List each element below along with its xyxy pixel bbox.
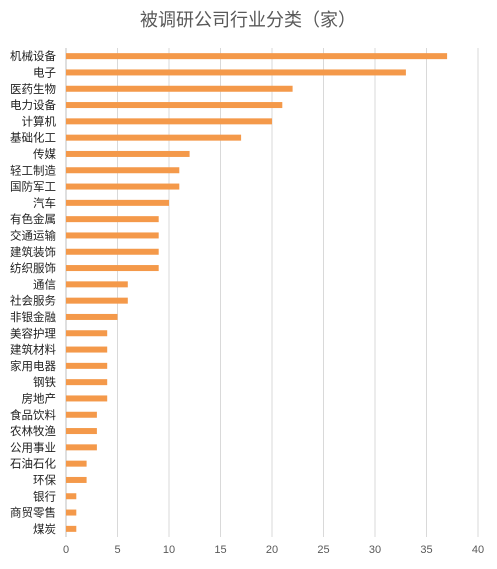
x-tick-label: 20 [266, 544, 278, 556]
x-tick-label: 35 [420, 544, 432, 556]
category-label: 房地产 [22, 391, 57, 405]
category-label: 非银金融 [10, 310, 56, 324]
category-label: 交通运输 [10, 228, 56, 242]
category-label: 钢铁 [33, 375, 56, 389]
bar [66, 134, 242, 141]
bar [66, 509, 77, 516]
grid-lines [65, 48, 479, 537]
category-label: 通信 [33, 277, 56, 291]
category-label: 公用事业 [10, 440, 56, 454]
category-label: 基础化工 [10, 131, 56, 145]
bar [66, 199, 169, 206]
bar [66, 444, 97, 451]
bar [66, 102, 283, 109]
bar [66, 248, 159, 255]
bar [66, 265, 159, 272]
category-label: 家用电器 [10, 359, 56, 373]
bar [66, 428, 97, 435]
bar [66, 281, 128, 288]
category-label: 有色金属 [10, 212, 56, 226]
bar [66, 232, 159, 239]
bar [66, 69, 406, 76]
x-tick-label: 10 [163, 544, 175, 556]
category-label: 银行 [33, 489, 56, 503]
category-label: 国防军工 [10, 180, 56, 194]
bar [66, 460, 87, 467]
category-label: 食品饮料 [10, 408, 56, 422]
x-tick-label: 15 [214, 544, 226, 556]
bar [66, 150, 190, 157]
x-tick-label: 0 [63, 544, 69, 556]
category-label: 机械设备 [10, 49, 56, 63]
category-label: 环保 [33, 473, 56, 487]
x-tick-label: 40 [472, 544, 484, 556]
category-label: 汽车 [33, 196, 56, 210]
category-label: 建筑装饰 [10, 245, 56, 259]
bar [66, 53, 448, 60]
bar [66, 216, 159, 223]
bar [66, 395, 108, 402]
bar [66, 346, 108, 353]
bar [66, 167, 180, 174]
category-label: 电子 [33, 65, 56, 79]
x-tick-label: 30 [369, 544, 381, 556]
bar [66, 525, 77, 532]
category-label: 建筑材料 [10, 343, 56, 357]
bar [66, 183, 180, 190]
chart-title: 被调研公司行业分类（家） [140, 10, 356, 31]
category-label: 社会服务 [10, 294, 56, 308]
bar [66, 297, 128, 304]
bar [66, 411, 97, 418]
bar [66, 493, 77, 500]
bar [66, 362, 108, 369]
category-label: 农林牧渔 [10, 424, 56, 438]
x-tick-label: 5 [114, 544, 120, 556]
bar [66, 330, 108, 337]
category-label: 煤炭 [33, 522, 56, 536]
category-label: 轻工制造 [10, 163, 56, 177]
bar [66, 476, 87, 483]
bar [66, 85, 293, 92]
category-label: 电力设备 [10, 98, 56, 112]
bars [66, 53, 448, 532]
category-label: 纺织服饰 [10, 261, 56, 275]
category-label: 商贸零售 [10, 506, 56, 520]
category-labels: 机械设备电子医药生物电力设备计算机基础化工传媒轻工制造国防军工汽车有色金属交通运… [10, 49, 56, 536]
category-label: 石油石化 [10, 457, 56, 471]
bar [66, 379, 108, 386]
x-tick-labels: 0 5 10 15 20 25 30 35 40 [63, 544, 484, 556]
bar [66, 313, 118, 320]
category-label: 医药生物 [10, 82, 56, 96]
category-label: 计算机 [22, 114, 57, 128]
category-label: 传媒 [33, 147, 56, 161]
category-label: 美容护理 [10, 326, 56, 340]
bar [66, 118, 272, 125]
x-tick-label: 25 [317, 544, 329, 556]
